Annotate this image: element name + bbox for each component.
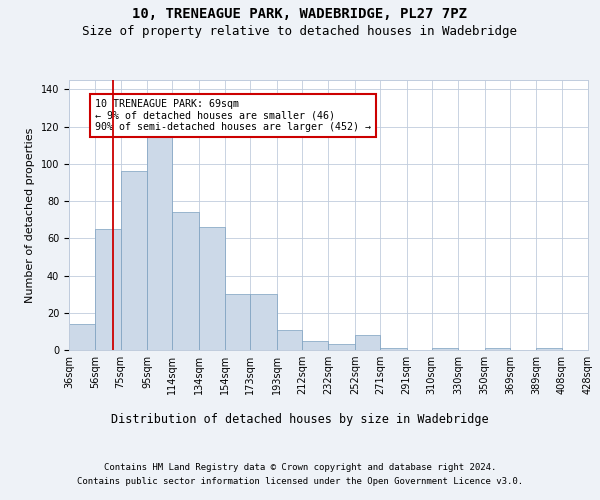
Text: 10 TRENEAGUE PARK: 69sqm
← 9% of detached houses are smaller (46)
90% of semi-de: 10 TRENEAGUE PARK: 69sqm ← 9% of detache… (95, 98, 371, 132)
Bar (277, 330, 302, 350)
Bar (69, 324, 95, 350)
Bar (147, 112, 172, 350)
Bar (302, 340, 329, 350)
Bar (199, 227, 225, 350)
Bar (225, 294, 250, 350)
Bar (250, 294, 277, 350)
Text: Distribution of detached houses by size in Wadebridge: Distribution of detached houses by size … (111, 412, 489, 426)
Bar (485, 348, 510, 350)
Bar (536, 348, 562, 350)
Text: Size of property relative to detached houses in Wadebridge: Size of property relative to detached ho… (83, 25, 517, 38)
Bar (172, 212, 199, 350)
Bar (95, 229, 121, 350)
Text: 10, TRENEAGUE PARK, WADEBRIDGE, PL27 7PZ: 10, TRENEAGUE PARK, WADEBRIDGE, PL27 7PZ (133, 8, 467, 22)
Y-axis label: Number of detached properties: Number of detached properties (25, 128, 35, 302)
Bar (329, 344, 355, 350)
Text: Contains HM Land Registry data © Crown copyright and database right 2024.: Contains HM Land Registry data © Crown c… (104, 462, 496, 471)
Bar (121, 171, 147, 350)
Bar (380, 348, 407, 350)
Bar (355, 335, 380, 350)
Bar (432, 348, 458, 350)
Text: Contains public sector information licensed under the Open Government Licence v3: Contains public sector information licen… (77, 478, 523, 486)
